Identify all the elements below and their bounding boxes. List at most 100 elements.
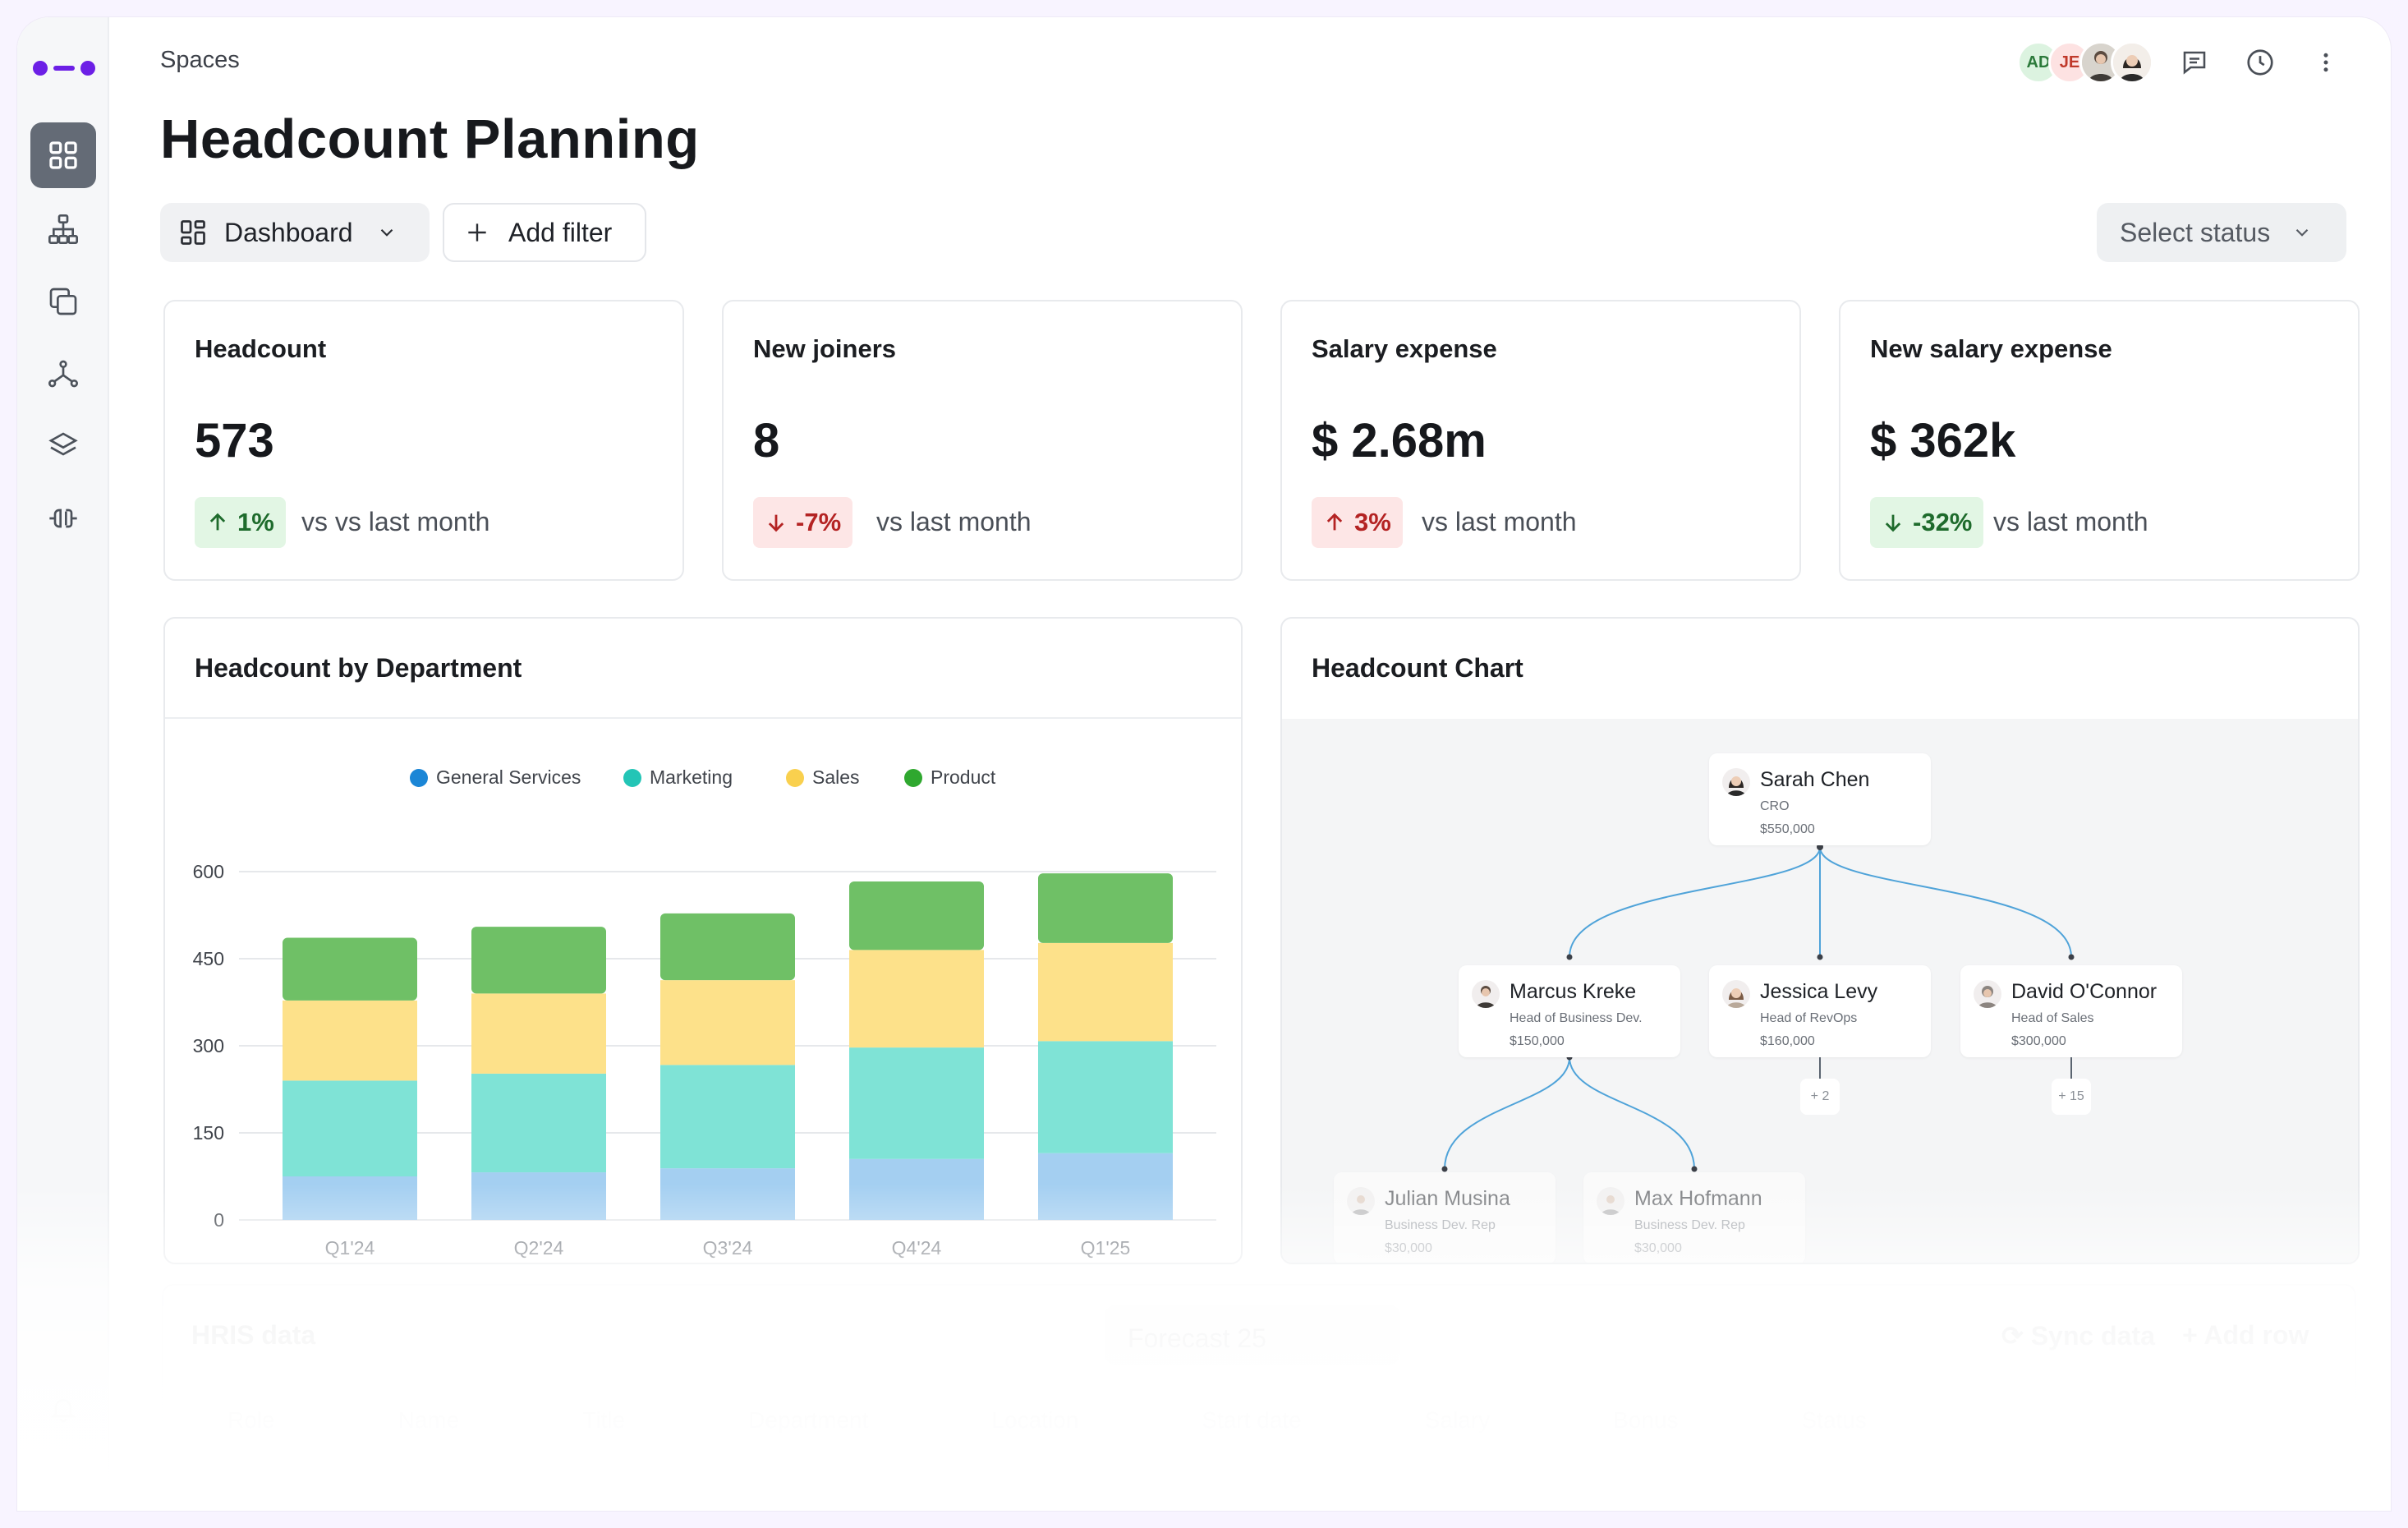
legend-swatch bbox=[410, 768, 428, 787]
sidebar-item-layers[interactable] bbox=[30, 413, 96, 479]
legend-item[interactable]: General Services bbox=[410, 766, 581, 789]
column-header[interactable]: Start date bbox=[1202, 1407, 1302, 1433]
kpi-value: $ 2.68m bbox=[1312, 414, 1487, 467]
kpi-delta-value: 3% bbox=[1354, 508, 1391, 536]
arrow-up-icon bbox=[209, 513, 226, 531]
bar-segment bbox=[1038, 942, 1173, 1042]
panel-title: Headcount by Department bbox=[195, 653, 522, 683]
legend-label: Product bbox=[931, 766, 996, 788]
bar-segment bbox=[849, 950, 984, 1048]
y-tick-label: 0 bbox=[214, 1209, 224, 1231]
org-card-level2[interactable]: David O'Connor Head of Sales $300,000 bbox=[1960, 965, 2182, 1057]
org-card-root[interactable]: Sarah Chen CRO $550,000 bbox=[1709, 753, 1931, 845]
person-role: CRO bbox=[1760, 799, 1790, 813]
org-connectors bbox=[1441, 844, 2075, 1172]
kpi-comparison: vs vs last month bbox=[301, 507, 490, 536]
legend-item[interactable]: Sales bbox=[786, 766, 860, 789]
kpi-delta-value: 1% bbox=[237, 508, 274, 536]
person-photo-icon bbox=[1726, 776, 1746, 796]
kpi-card-salary-expense: Salary expense $ 2.68m 3% vs last month bbox=[1280, 300, 1801, 581]
column-header[interactable]: Name bbox=[398, 1407, 460, 1433]
comments-button[interactable] bbox=[2174, 42, 2215, 83]
column-header[interactable]: Role bbox=[227, 1407, 275, 1433]
bar-segment bbox=[471, 1172, 606, 1220]
org-card-level3[interactable]: Max Hofmann Business Dev. Rep $30,000 bbox=[1583, 1172, 1805, 1263]
sidebar-item-copy[interactable] bbox=[30, 269, 96, 334]
column-header[interactable]: Department bbox=[748, 1407, 869, 1433]
column-header[interactable]: Location bbox=[991, 1407, 1079, 1433]
add-filter-label: Add filter bbox=[508, 217, 613, 247]
forecast-select[interactable]: Forecast 25 bbox=[1105, 1305, 1400, 1365]
sidebar-item-integrations[interactable] bbox=[30, 486, 96, 551]
x-tick-label: Q4'24 bbox=[892, 1237, 942, 1259]
more-options-button[interactable] bbox=[2305, 42, 2346, 83]
person-name: Marcus Kreke bbox=[1510, 980, 1637, 1003]
bar-segment bbox=[660, 913, 795, 981]
org-card-level2[interactable]: Marcus Kreke Head of Business Dev. $150,… bbox=[1459, 965, 1680, 1057]
collaborator-avatars[interactable]: AD JE bbox=[2017, 41, 2165, 84]
status-select[interactable]: Select status bbox=[2097, 203, 2346, 262]
status-select-placeholder: Select status bbox=[2120, 217, 2271, 247]
bar-segment bbox=[283, 1080, 417, 1176]
chevron-down-icon bbox=[380, 228, 393, 237]
person-role: Head of Sales bbox=[2011, 1011, 2094, 1025]
avatar bbox=[1472, 980, 1500, 1008]
kpi-card-new-joiners: New joiners 8 -7% vs last month bbox=[722, 300, 1243, 581]
kpi-comparison: vs last month bbox=[1993, 507, 2148, 536]
bar-segment bbox=[283, 1000, 417, 1081]
org-chart-canvas[interactable]: Sarah Chen CRO $550,000 Marcus Kreke Hea… bbox=[1282, 719, 2358, 1263]
arrow-down-icon bbox=[768, 514, 784, 532]
bar-segment bbox=[660, 1065, 795, 1169]
legend-label: Marketing bbox=[650, 766, 733, 788]
sidebar-item-dashboard[interactable] bbox=[30, 122, 96, 188]
bar-segment bbox=[849, 1158, 984, 1220]
kpi-delta-value: -7% bbox=[796, 508, 842, 536]
person-role: Head of RevOps bbox=[1760, 1011, 1858, 1025]
legend-swatch bbox=[786, 768, 804, 787]
more-reports-badge[interactable]: + 15 bbox=[2052, 1079, 2091, 1115]
column-header[interactable]: Title bbox=[582, 1407, 626, 1433]
add-filter-button[interactable]: Add filter bbox=[443, 203, 646, 262]
forecast-select-label: Forecast 25 bbox=[1128, 1323, 1266, 1353]
grid-icon bbox=[49, 141, 77, 169]
person-name: Jessica Levy bbox=[1760, 980, 1878, 1003]
kpi-value: 573 bbox=[195, 414, 274, 467]
sidebar-item-share[interactable] bbox=[30, 341, 96, 407]
avatar bbox=[1347, 1187, 1375, 1215]
view-select-button[interactable]: Dashboard bbox=[160, 203, 430, 262]
arrow-down-icon bbox=[1885, 514, 1901, 532]
kpi-title: New joiners bbox=[753, 334, 896, 363]
hris-title: HRIS data bbox=[191, 1320, 316, 1350]
sync-data-button[interactable]: ⟳ Sync data bbox=[2001, 1320, 2155, 1351]
sidebar-item-org-chart[interactable] bbox=[30, 196, 96, 262]
panel-title: Headcount Chart bbox=[1312, 653, 1523, 683]
bar-segment bbox=[283, 1176, 417, 1220]
org-card-level2[interactable]: Jessica Levy Head of RevOps $160,000 bbox=[1709, 965, 1931, 1057]
share-nodes-icon bbox=[48, 360, 79, 388]
app-window: Spaces Headcount Planning AD JE Dashboar… bbox=[16, 16, 2392, 1512]
person-photo-icon bbox=[2113, 44, 2151, 81]
kpi-delta-badge: -7% bbox=[753, 497, 853, 548]
column-header[interactable]: Status bbox=[1801, 1407, 1867, 1433]
history-button[interactable] bbox=[2240, 42, 2281, 83]
history-icon bbox=[2247, 49, 2273, 76]
breadcrumb[interactable]: Spaces bbox=[160, 47, 240, 73]
org-card-level3[interactable]: Julian Musina Business Dev. Rep $30,000 bbox=[1334, 1172, 1556, 1263]
add-row-button[interactable]: + Add row bbox=[2182, 1320, 2309, 1351]
y-tick-label: 300 bbox=[193, 1035, 224, 1056]
kpi-value: 8 bbox=[753, 414, 780, 467]
avatar-photo-2[interactable] bbox=[2111, 41, 2153, 84]
x-tick-label: Q1'24 bbox=[325, 1237, 375, 1259]
column-header[interactable]: Salary bbox=[1424, 1407, 1491, 1433]
column-header[interactable]: Bonus bbox=[1613, 1407, 1679, 1433]
legend-label: General Services bbox=[436, 766, 581, 788]
person-salary: $30,000 bbox=[1634, 1241, 1682, 1255]
bar-segment bbox=[849, 1047, 984, 1159]
y-tick-label: 600 bbox=[193, 861, 224, 882]
more-reports-badge[interactable]: + 2 bbox=[1800, 1079, 1840, 1115]
headcount-by-department-panel: Headcount by Department General Services… bbox=[163, 617, 1243, 1264]
sidebar-item-notifications[interactable] bbox=[30, 1376, 96, 1442]
legend-item[interactable]: Product bbox=[904, 766, 995, 789]
legend-item[interactable]: Marketing bbox=[623, 766, 733, 789]
x-tick-label: Q3'24 bbox=[703, 1237, 753, 1259]
